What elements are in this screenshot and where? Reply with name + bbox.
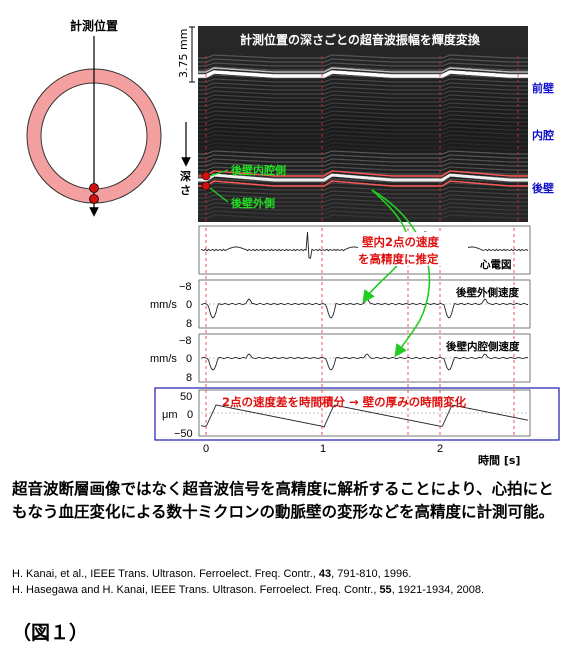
inner-tick-top: −8 [179,335,192,347]
mmode-texture-line [198,102,528,107]
time-tick-1: 1 [320,443,326,455]
mmode-texture-line [198,122,528,127]
reference-2: H. Hasegawa and H. Kanai, IEEE Trans. Ul… [12,584,484,596]
mmode-texture-line [198,126,528,131]
depth-label-2: さ [180,184,191,197]
mmode-texture-line [198,98,528,103]
wall-label-anterior: 前壁 [532,81,554,95]
inner-tick-bottom: 8 [186,372,192,384]
mmode-texture [198,54,528,222]
anterior-wall-echo [198,70,528,78]
reference-2-volume: 55 [379,584,392,596]
mmode-texture-line [198,66,528,71]
inner-tick-mid: 0 [186,353,192,365]
mmode-texture-line [198,134,528,139]
thickness-tick-top: 50 [180,391,192,403]
mmode-texture-line [198,58,528,63]
mmode-texture-line [198,186,528,191]
mmode-texture-line [198,62,528,67]
figure-label: （図１） [12,622,89,644]
anterior-wall-echo-edge [198,67,528,73]
mmode-texture-line [198,142,528,147]
wall-label-posterior: 後壁 [532,181,554,195]
depth-label-1: 深 [180,169,191,183]
outer-point-label: 後壁外側 [231,196,275,210]
thickness-label: 2点の速度差を時間積分 → 壁の厚みの時間変化 [222,395,467,409]
reference-1-authors: H. Kanai, et al., IEEE Trans. Ultrason. … [12,568,319,580]
time-tick-0: 0 [203,443,209,455]
thickness-trace [200,404,529,428]
mmode-texture-line [198,154,528,159]
mmode-texture-line [198,78,528,83]
mmode-texture-line [198,158,528,163]
thickness-unit: μm [162,409,178,421]
mmode-texture-line [198,110,528,115]
inner-wall-point [89,183,99,193]
outer-velocity-label: 後壁外側速度 [455,286,519,299]
mmode-texture-line [198,194,528,199]
mmode-texture-line [198,202,528,207]
estimate-label-line1: 壁内2点の速度 [362,235,440,249]
caption: 超音波断層画像ではなく超音波信号を高精度に解析することにより、心拍にともなう血圧… [12,480,555,521]
inner-velocity-unit: mm/s [150,353,177,365]
scale-label: 3.75 mm [177,29,190,78]
reference-1: H. Kanai, et al., IEEE Trans. Ultrason. … [12,568,411,580]
mmode-texture-line [198,162,528,167]
outer-tick-mid: 0 [186,299,192,311]
mmode-texture-line [198,190,528,195]
time-axis-label: 時間 [s] [478,453,520,467]
mmode-outer-point [201,181,211,191]
mmode-texture-line [198,138,528,143]
mmode-texture-line [198,130,528,135]
outer-wall-point [89,194,99,204]
mmode-texture-line [198,74,528,79]
mmode-texture-line [198,114,528,119]
mmode-texture-line [198,170,528,175]
mmode-texture-line [198,54,528,59]
inner-leader [209,169,229,177]
inner-velocity-label: 後壁内腔側速度 [445,340,520,353]
mmode-texture-line [198,150,528,155]
thickness-tick-mid: 0 [187,409,193,421]
reference-1-volume: 43 [318,568,332,580]
reference-2-authors: H. Hasegawa and H. Kanai, IEEE Trans. Ul… [12,584,380,596]
position-label: 計測位置 [70,18,118,33]
mmode-texture-line [198,206,528,211]
mmode-texture-line [198,90,528,95]
mmode-texture-line [198,198,528,203]
time-tick-2: 2 [437,443,443,455]
reference-1-rest: , 791-810, 1996. [331,568,412,580]
measurement-diagram: 計測位置 計測位置の深さごとの超音波振幅を輝度変換 3.75 mm 深 さ 前壁… [26,18,560,467]
inner-point-label: 後壁内腔側 [231,163,286,177]
beat-marker-lines [205,228,515,438]
mmode-texture-line [198,82,528,87]
mmode-texture-line [198,106,528,111]
inner-wall-trace [198,170,528,177]
mmode-texture-line [198,118,528,123]
estimate-label-box [358,232,468,266]
mmode-title: 計測位置の深さごとの超音波振幅を輝度変換 [240,32,481,47]
mmode-inner-point [201,171,211,181]
outer-wall-trace [198,180,528,187]
mmode-texture-line [198,94,528,99]
outer-tick-bottom: 8 [186,318,192,330]
outer-velocity-unit: mm/s [150,299,177,311]
mmode-texture-line [198,210,528,215]
thickness-tick-bottom: −50 [174,428,193,440]
mmode-texture-line [198,86,528,91]
wall-label-lumen: 内腔 [532,128,554,142]
outer-tick-top: −8 [179,281,192,293]
mmode-texture-line [198,146,528,151]
ecg-label: 心電図 [480,259,512,271]
mmode-texture-line [198,214,528,219]
estimate-label-line2: を高精度に推定 [358,252,439,266]
mmode-texture-line [198,178,528,183]
posterior-wall-echo [198,173,528,182]
estimate-arrow-3 [371,189,431,358]
outer-leader [209,187,229,203]
reference-2-rest: , 1921-1934, 2008. [391,584,485,596]
mmode-texture-line [198,166,528,171]
